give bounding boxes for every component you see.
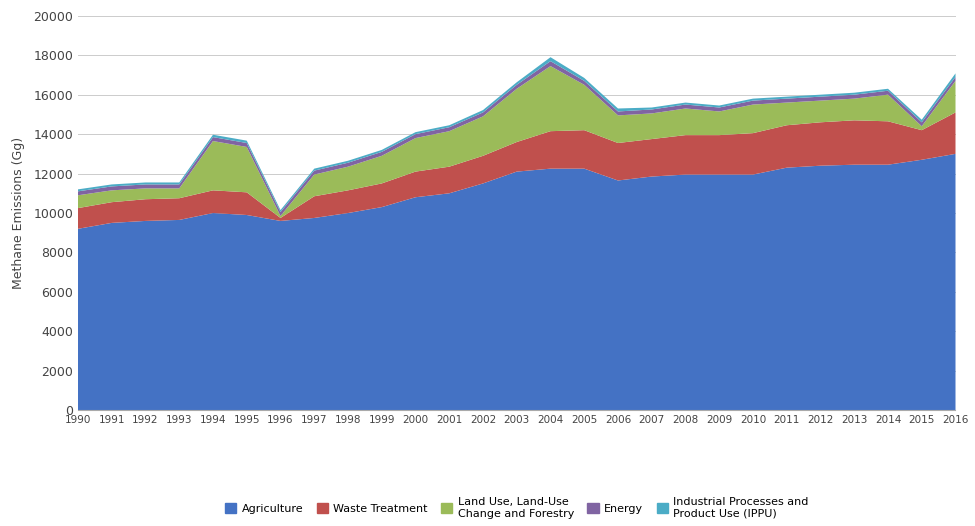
Y-axis label: Methane Emissions (Gg): Methane Emissions (Gg) [12, 137, 25, 289]
Legend: Agriculture, Waste Treatment, Land Use, Land-Use
Change and Forestry, Energy, In: Agriculture, Waste Treatment, Land Use, … [220, 492, 813, 523]
